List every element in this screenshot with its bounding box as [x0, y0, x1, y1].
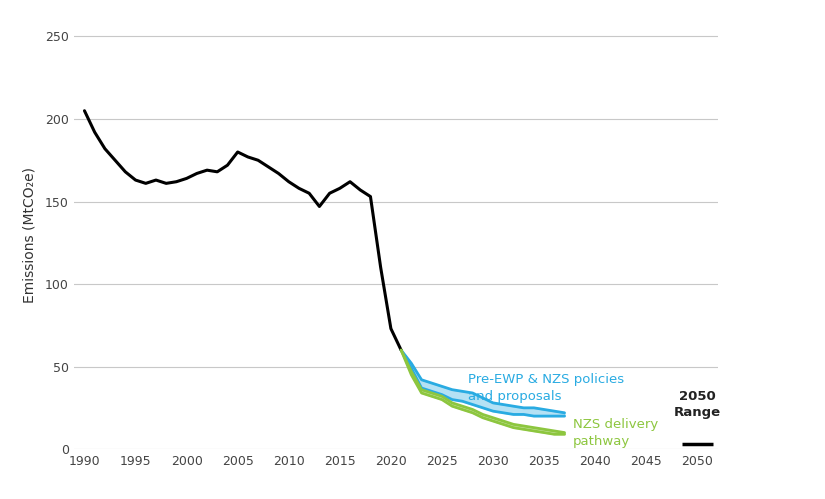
Text: Pre-EWP & NZS policies
and proposals: Pre-EWP & NZS policies and proposals: [468, 373, 624, 403]
Text: 2050
Range: 2050 Range: [674, 390, 721, 419]
Text: NZS delivery
pathway: NZS delivery pathway: [573, 418, 658, 448]
Y-axis label: Emissions (MtCO₂e): Emissions (MtCO₂e): [22, 167, 36, 302]
